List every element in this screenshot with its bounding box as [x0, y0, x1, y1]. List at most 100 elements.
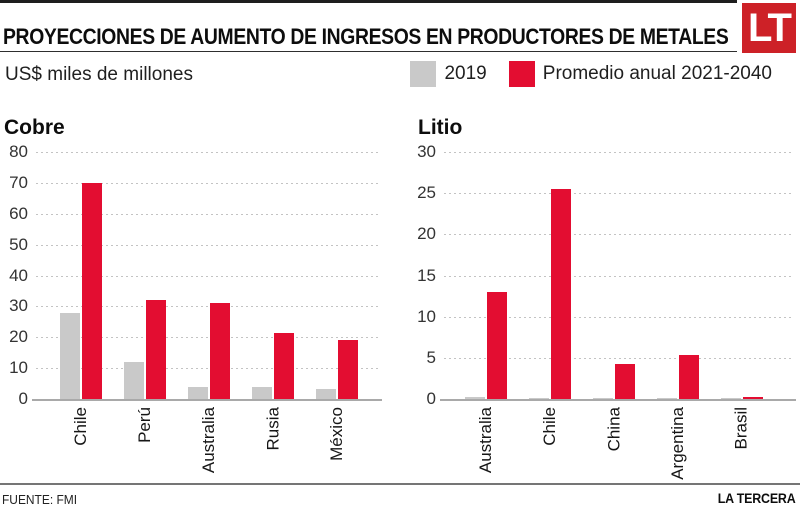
y-tick-label: 70	[9, 172, 28, 192]
legend: 2019 Promedio anual 2021-2040	[410, 61, 772, 87]
gridline	[36, 244, 380, 246]
gridline	[444, 357, 794, 359]
category-group: China	[582, 152, 646, 451]
bar-pair	[60, 182, 102, 399]
y-tick-label: 10	[9, 358, 28, 378]
bar-pair	[465, 291, 507, 399]
x-axis-line	[440, 399, 796, 401]
category-group: México	[305, 152, 369, 461]
brand-label-text: LA TERCERA	[717, 491, 795, 506]
plot-area-litio: Australia Chile China Argentina Brasil	[440, 152, 796, 480]
bar-2019	[465, 396, 485, 399]
bar-2019	[529, 397, 549, 399]
y-tick-label: 40	[9, 265, 28, 285]
bar-promedio	[338, 340, 358, 399]
y-tick-label: 0	[426, 389, 436, 408]
y-tick-label: 5	[426, 347, 436, 367]
bar-pair	[188, 303, 230, 399]
category-label: Australia	[199, 407, 218, 474]
bar-promedio	[210, 303, 230, 399]
gridline	[36, 182, 380, 184]
y-tick-label: 30	[9, 296, 28, 316]
unit-label: US$ miles de millones	[5, 64, 193, 85]
bar-promedio	[679, 355, 699, 399]
lt-logo: LT	[742, 3, 796, 53]
gridline	[36, 368, 380, 370]
category-group: Rusia	[241, 152, 305, 450]
category-label: Australia	[476, 407, 495, 474]
chart-title-cobre: Cobre	[4, 116, 65, 139]
category-group: Australia	[177, 152, 241, 473]
gridline	[444, 275, 794, 277]
bar-2019	[316, 389, 336, 399]
gridline	[36, 152, 380, 153]
bar-pair	[593, 364, 635, 399]
source-label-text: FUENTE: FMI	[2, 492, 78, 507]
bar-groups: Chile Perú Australia Rusia México	[49, 152, 369, 473]
bar-pair	[721, 396, 763, 399]
category-group: Chile	[49, 152, 113, 446]
legend-swatch	[410, 61, 437, 87]
bar-groups: Australia Chile China Argentina Brasil	[454, 152, 774, 480]
plot-area-cobre: Chile Perú Australia Rusia México	[32, 152, 382, 473]
x-axis-line	[32, 399, 382, 401]
y-tick-label: 20	[417, 224, 436, 244]
title-rule	[0, 51, 737, 52]
category-label: China	[604, 407, 623, 452]
legend-item-0: 2019	[410, 61, 487, 87]
legend-swatch	[508, 61, 535, 87]
chart-cobre: Cobre Chile Perú Australia Rusia México 80 70…	[4, 116, 382, 480]
bar-pair	[252, 332, 294, 399]
category-group: Perú	[113, 152, 177, 443]
category-label: Chile	[540, 407, 559, 446]
bar-pair	[316, 340, 358, 399]
bar-pair	[529, 189, 571, 399]
y-tick-label: 10	[417, 306, 436, 326]
lt-logo-text: LT	[748, 5, 792, 50]
bar-2019	[657, 397, 677, 399]
category-label: Brasil	[732, 407, 751, 450]
category-group: Australia	[454, 152, 518, 473]
y-tick-label: 30	[417, 142, 436, 161]
bar-2019	[60, 312, 80, 399]
top-rule	[0, 0, 737, 3]
gridline	[444, 234, 794, 236]
bar-promedio	[743, 396, 763, 399]
bar-promedio	[551, 189, 571, 399]
y-tick-label: 80	[9, 142, 28, 161]
category-label: México	[327, 407, 346, 461]
gridline	[444, 193, 794, 195]
chart-title-litio: Litio	[418, 116, 463, 139]
bar-pair	[124, 300, 166, 399]
y-tick-label: 60	[9, 203, 28, 223]
category-group: Brasil	[710, 152, 774, 450]
bar-promedio	[615, 364, 635, 399]
bar-promedio	[487, 291, 507, 399]
y-tick-label: 20	[9, 327, 28, 347]
source-label: FUENTE: FMI	[2, 492, 84, 507]
footer-rule	[0, 483, 800, 485]
legend-label: Promedio anual 2021-2040	[542, 63, 772, 84]
chart-litio: Litio Australia Chile China Argentina Brasil…	[412, 116, 796, 480]
bar-promedio	[146, 300, 166, 399]
y-tick-label: 50	[9, 234, 28, 254]
gridline	[36, 275, 380, 277]
legend-label: 2019	[444, 63, 487, 84]
category-label: Argentina	[668, 407, 687, 480]
category-group: Argentina	[646, 152, 710, 480]
bar-2019	[721, 397, 741, 399]
legend-item-1: Promedio anual 2021-2040	[508, 61, 772, 87]
y-tick-label: 0	[18, 389, 28, 408]
gridline	[444, 316, 794, 318]
page-title: PROYECCIONES DE AUMENTO DE INGRESOS EN P…	[3, 24, 800, 50]
category-group: Chile	[518, 152, 582, 446]
gridline	[36, 306, 380, 308]
category-label: Chile	[71, 407, 90, 446]
gridline	[36, 337, 380, 339]
bar-2019	[593, 397, 613, 399]
y-tick-label: 15	[417, 265, 436, 285]
brand-label: LA TERCERA	[711, 491, 795, 506]
bar-2019	[124, 361, 144, 399]
bar-2019	[188, 386, 208, 399]
